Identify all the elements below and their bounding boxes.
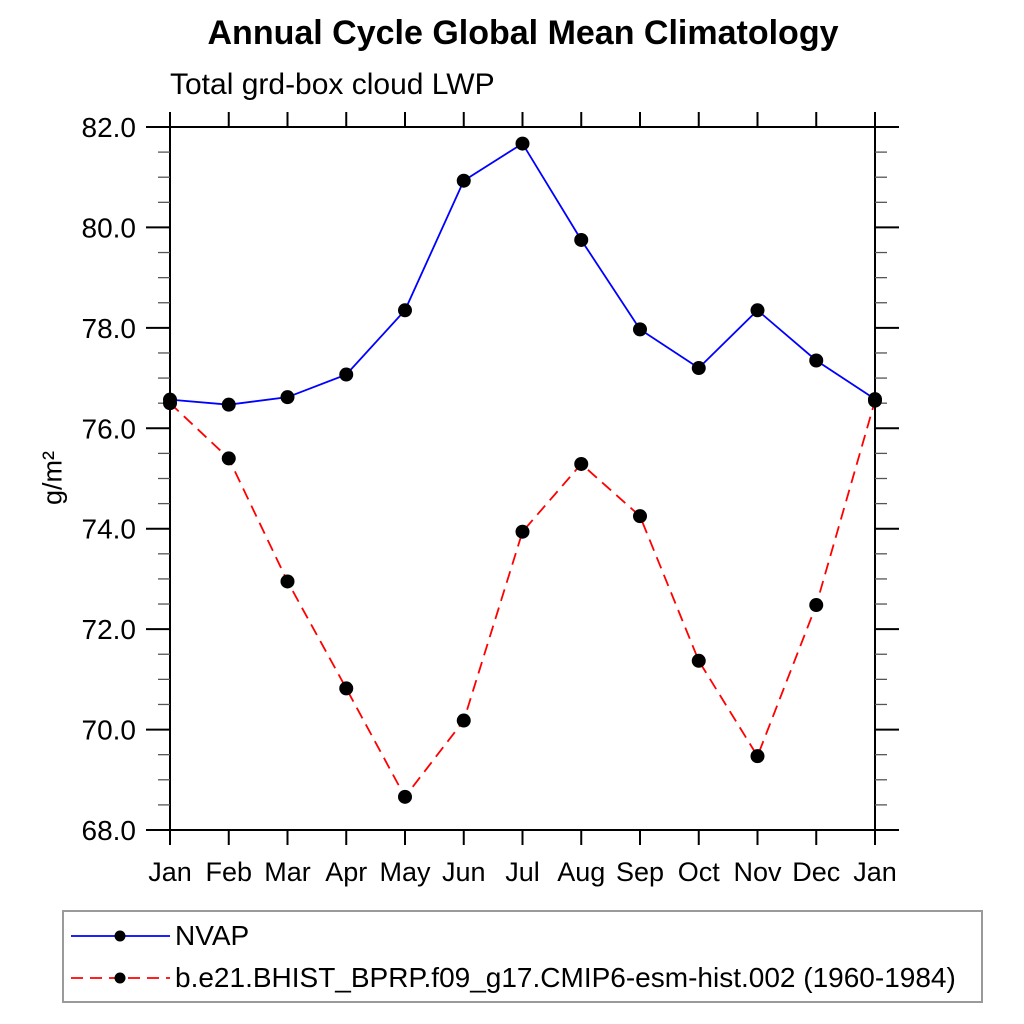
legend-label: b.e21.BHIST_BPRP.f09_g17.CMIP6-esm-hist.…	[175, 962, 956, 993]
series-markers-0	[163, 136, 882, 412]
x-axis-labels: Jan Feb Mar Apr May Jun Jul Aug Sep Oct Nov Dec Jan	[148, 857, 897, 887]
svg-text:May: May	[379, 857, 431, 887]
svg-text:Mar: Mar	[264, 857, 311, 887]
legend: NVAP b.e21.BHIST_BPRP.f09_g17.CMIP6-esm-…	[62, 910, 983, 1003]
svg-text:78.0: 78.0	[82, 313, 137, 344]
svg-text:Feb: Feb	[205, 857, 252, 887]
x-axis-ticks	[169, 112, 876, 845]
series-markers-1	[163, 393, 882, 804]
legend-label: NVAP	[175, 920, 250, 951]
y-axis-minor-ticks	[158, 151, 887, 806]
legend-line-sample-solid	[71, 930, 170, 942]
svg-text:82.0: 82.0	[82, 112, 137, 143]
svg-text:Jan: Jan	[853, 857, 897, 887]
chart-subtitle: Total grd-box cloud LWP	[170, 68, 495, 101]
svg-text:Jul: Jul	[505, 857, 540, 887]
svg-text:70.0: 70.0	[82, 715, 137, 746]
series-line-0	[169, 142, 876, 406]
y-axis-major-ticks	[146, 126, 899, 831]
svg-text:Aug: Aug	[557, 857, 605, 887]
svg-text:Oct: Oct	[678, 857, 721, 887]
svg-text:Apr: Apr	[325, 857, 367, 887]
legend-item-nvap: NVAP	[68, 915, 981, 957]
legend-item-model: b.e21.BHIST_BPRP.f09_g17.CMIP6-esm-hist.…	[68, 957, 981, 999]
svg-text:Nov: Nov	[733, 857, 782, 887]
svg-text:68.0: 68.0	[82, 815, 137, 846]
series-line-1	[169, 400, 876, 799]
y-axis-labels: 68.0 70.0 72.0 74.0 76.0 78.0 80.0 82.0	[82, 112, 137, 846]
svg-text:80.0: 80.0	[82, 212, 137, 243]
svg-text:72.0: 72.0	[82, 614, 137, 645]
svg-text:74.0: 74.0	[82, 514, 137, 545]
svg-text:Jun: Jun	[442, 857, 486, 887]
svg-text:Dec: Dec	[792, 857, 840, 887]
legend-line-sample-dashed	[71, 972, 170, 984]
svg-text:Sep: Sep	[616, 857, 664, 887]
svg-text:Jan: Jan	[148, 857, 192, 887]
chart-title: Annual Cycle Global Mean Climatology	[207, 14, 839, 52]
svg-text:76.0: 76.0	[82, 413, 137, 444]
